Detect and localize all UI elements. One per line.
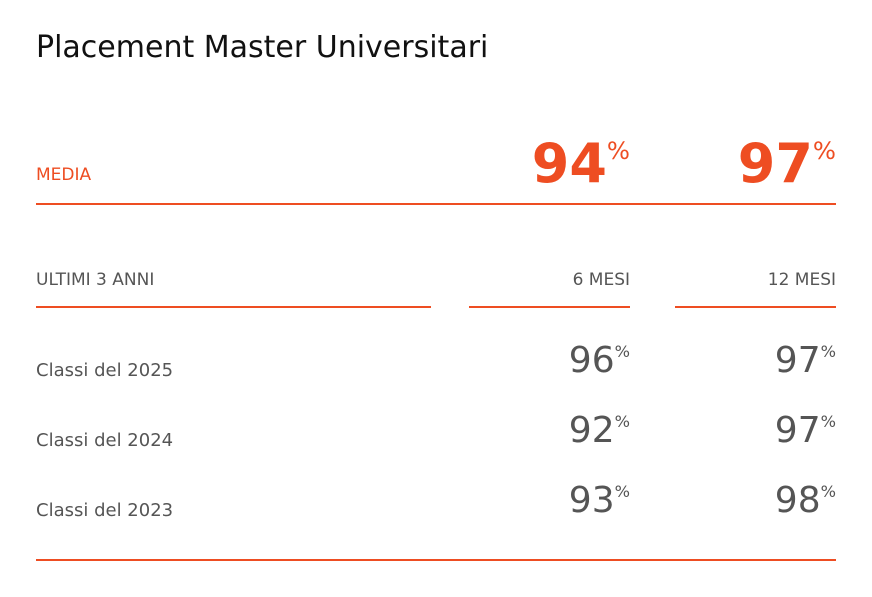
number: 97 <box>737 132 813 195</box>
average-value: 94% <box>532 132 630 195</box>
cell-value: 92% <box>569 410 630 451</box>
divider <box>36 203 836 205</box>
number: 97 <box>774 410 821 451</box>
unit: % <box>606 135 630 165</box>
divider <box>36 306 431 308</box>
unit: % <box>614 412 630 432</box>
divider <box>675 306 836 308</box>
unit: % <box>614 342 630 362</box>
divider <box>469 306 630 308</box>
column-header: 12 MESI <box>767 270 836 290</box>
unit: % <box>820 342 836 362</box>
column-header: ULTIMI 3 ANNI <box>36 270 155 290</box>
average-label: MEDIA <box>36 165 92 185</box>
number: 94 <box>531 132 607 195</box>
row-label: Classi del 2024 <box>36 430 174 451</box>
cell-value: 93% <box>569 480 630 521</box>
cell-value: 97% <box>775 410 836 451</box>
unit: % <box>812 135 836 165</box>
average-value: 97% <box>738 132 836 195</box>
cell-value: 96% <box>569 340 630 381</box>
title: Placement Master Universitari <box>36 30 489 65</box>
number: 92 <box>568 410 615 451</box>
divider <box>36 559 836 561</box>
cell-value: 97% <box>775 340 836 381</box>
unit: % <box>614 482 630 502</box>
unit: % <box>820 482 836 502</box>
unit: % <box>820 412 836 432</box>
number: 93 <box>568 480 615 521</box>
column-header: 6 MESI <box>572 270 630 290</box>
cell-value: 98% <box>775 480 836 521</box>
number: 96 <box>568 340 615 381</box>
row-label: Classi del 2025 <box>36 360 174 381</box>
number: 98 <box>774 480 821 521</box>
row-label: Classi del 2023 <box>36 500 174 521</box>
number: 97 <box>774 340 821 381</box>
